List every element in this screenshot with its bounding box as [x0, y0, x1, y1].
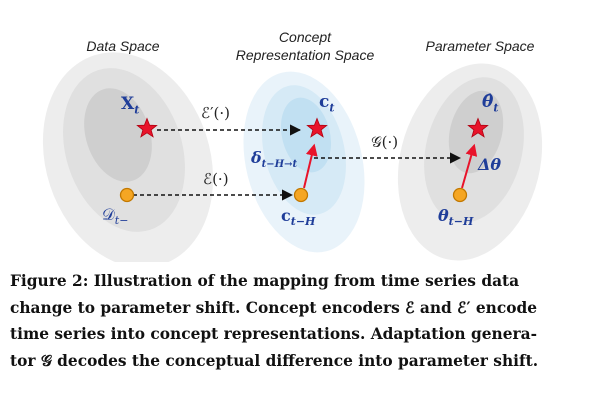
- theta-prev-circle: [452, 187, 468, 203]
- x-t-star: [136, 117, 158, 138]
- theta-prev-label: θt−H: [438, 206, 474, 229]
- c-prev-label: ct−H: [281, 206, 316, 229]
- c-t-star: [306, 117, 328, 138]
- x-t-label: Xt: [121, 94, 140, 117]
- concept-space-region: [243, 71, 365, 253]
- encoder-label: ℰ(·): [203, 170, 229, 188]
- d-prev-label: 𝒟t−: [102, 205, 129, 228]
- concept-space-title: Concept Representation Space: [210, 28, 400, 64]
- concept-space-title-line2: Representation Space: [235, 47, 375, 63]
- theta-hat-label: θ̂t: [482, 92, 499, 115]
- figure-caption: Figure 2: Illustration of the mapping fr…: [10, 268, 604, 374]
- diagram: Data Space Concept Representation Space …: [42, 28, 543, 268]
- c-t-label: ct: [319, 92, 335, 115]
- encoder-prime-label: ℰ′(·): [201, 104, 230, 122]
- parameter-shift-arrow: [461, 143, 478, 189]
- caption-line-1: Figure 2: Illustration of the mapping fr…: [10, 272, 520, 290]
- caption-line-2: change to parameter shift. Concept encod…: [10, 298, 538, 317]
- diagram-canvas: [42, 52, 543, 268]
- data-space-region: [42, 52, 214, 268]
- parameter-space-region: [397, 63, 543, 261]
- theta-hat-star: [467, 117, 489, 138]
- generator-label: 𝒢(·): [371, 133, 399, 151]
- caption-line-4: tor 𝒢 decodes the conceptual difference …: [10, 351, 539, 370]
- delta-label: δt−H→t: [251, 148, 298, 171]
- caption-line-3: time series into concept representations…: [10, 325, 537, 343]
- d-prev-circle: [119, 187, 135, 203]
- parameter-space-title: Parameter Space: [425, 38, 535, 54]
- data-space-title: Data Space: [86, 38, 160, 54]
- concept-shift-arrow: [303, 143, 318, 189]
- delta-theta-label: Δθ: [478, 155, 502, 174]
- c-prev-circle: [293, 187, 309, 203]
- concept-space-title-line1: Concept: [278, 29, 332, 45]
